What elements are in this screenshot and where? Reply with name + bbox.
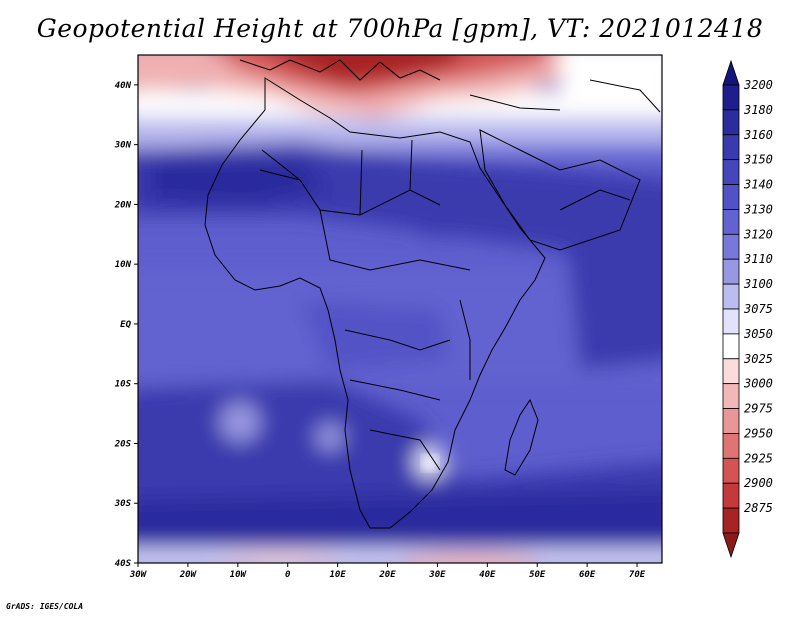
lon-tick-label: 30W	[129, 570, 148, 580]
colorbar-swatch	[722, 109, 740, 136]
colorbar-label: 3050	[743, 327, 773, 341]
colorbar-swatch	[722, 383, 740, 409]
lon-tick-label: 0	[285, 570, 291, 580]
colorbar-label: 3130	[743, 202, 773, 216]
lon-tick-label: 30E	[428, 570, 446, 580]
lat-tick-label: 30N	[114, 141, 132, 151]
colorbar-label: 3025	[743, 352, 773, 366]
lon-tick-label: 70E	[629, 570, 646, 580]
colorbar-swatch	[722, 482, 740, 509]
colorbar-swatch	[722, 308, 740, 335]
lat-tick-label: 40N	[115, 81, 132, 91]
colorbar-label: 3200	[743, 78, 773, 92]
colorbar-swatch	[722, 333, 740, 360]
colorbar-swatch	[722, 159, 740, 185]
colorbar: 3200 3180 3160 3150 3140 3130 3120 3110 3100 3075…	[722, 59, 773, 559]
colorbar-label: 2925	[744, 451, 773, 465]
plot-frame	[137, 54, 663, 564]
colorbar-swatch	[722, 358, 740, 385]
colorbar-swatch	[722, 507, 740, 534]
colorbar-swatch	[722, 258, 740, 285]
lat-tick-label: 10N	[115, 260, 132, 270]
colorbar-label: 2950	[744, 426, 773, 440]
colorbar-label: 3180	[743, 103, 773, 117]
colorbar-top-arrow	[722, 59, 740, 86]
height-field	[138, 55, 662, 563]
colorbar-label: 3150	[743, 153, 773, 167]
lon-tick-label: 50E	[529, 570, 546, 580]
lon-tick-label: 20E	[378, 570, 396, 580]
lon-tick-label: 60E	[579, 570, 596, 580]
colorbar-label: 3100	[743, 277, 773, 291]
colorbar-swatch	[722, 433, 740, 459]
colorbar-label: 2900	[744, 476, 773, 490]
lat-tick-label: EQ	[120, 320, 131, 330]
colorbar-swatch	[722, 184, 740, 210]
chart-title: Geopotential Height at 700hPa [gpm], VT:…	[36, 14, 764, 43]
colorbar-swatch	[722, 457, 740, 484]
colorbar-label: 3140	[743, 178, 773, 192]
lat-tick-label: 10S	[115, 380, 132, 390]
colorbar-label: 3000	[743, 377, 773, 391]
lon-tick-label: 40E	[479, 570, 496, 580]
colorbar-label: 3110	[743, 252, 773, 266]
colorbar-bottom-arrow	[722, 532, 740, 559]
colorbar-swatch	[722, 84, 740, 111]
lat-tick-label: 30S	[114, 499, 132, 509]
colorbar-label: 2975	[744, 402, 773, 416]
lat-tick-label: 20N	[114, 200, 132, 210]
colorbar-label: 3075	[743, 302, 773, 316]
lat-tick-label: 40S	[115, 559, 132, 569]
longitude-axis: 30W 20W 10W 0 10E 20E 30E 40E 50E 60E 70E	[129, 563, 646, 580]
credit-text: GrADS: IGES/COLA	[6, 602, 84, 611]
colorbar-label: 2875	[744, 501, 773, 515]
coastlines	[204, 59, 661, 529]
lon-tick-label: 20W	[179, 570, 198, 580]
colorbar-swatch	[722, 233, 740, 260]
colorbar-label: 3160	[743, 128, 773, 142]
latitude-axis: 40N 30N 20N 10N EQ 10S 20S 30S 40S	[114, 81, 138, 569]
colorbar-swatch	[722, 283, 740, 310]
lat-tick-label: 20S	[114, 439, 132, 449]
colorbar-swatch	[722, 209, 740, 235]
lon-tick-label: 10E	[329, 570, 346, 580]
colorbar-swatch	[722, 408, 740, 434]
lon-tick-label: 10W	[230, 570, 248, 580]
colorbar-swatch	[722, 134, 740, 161]
colorbar-label: 3120	[743, 227, 773, 241]
